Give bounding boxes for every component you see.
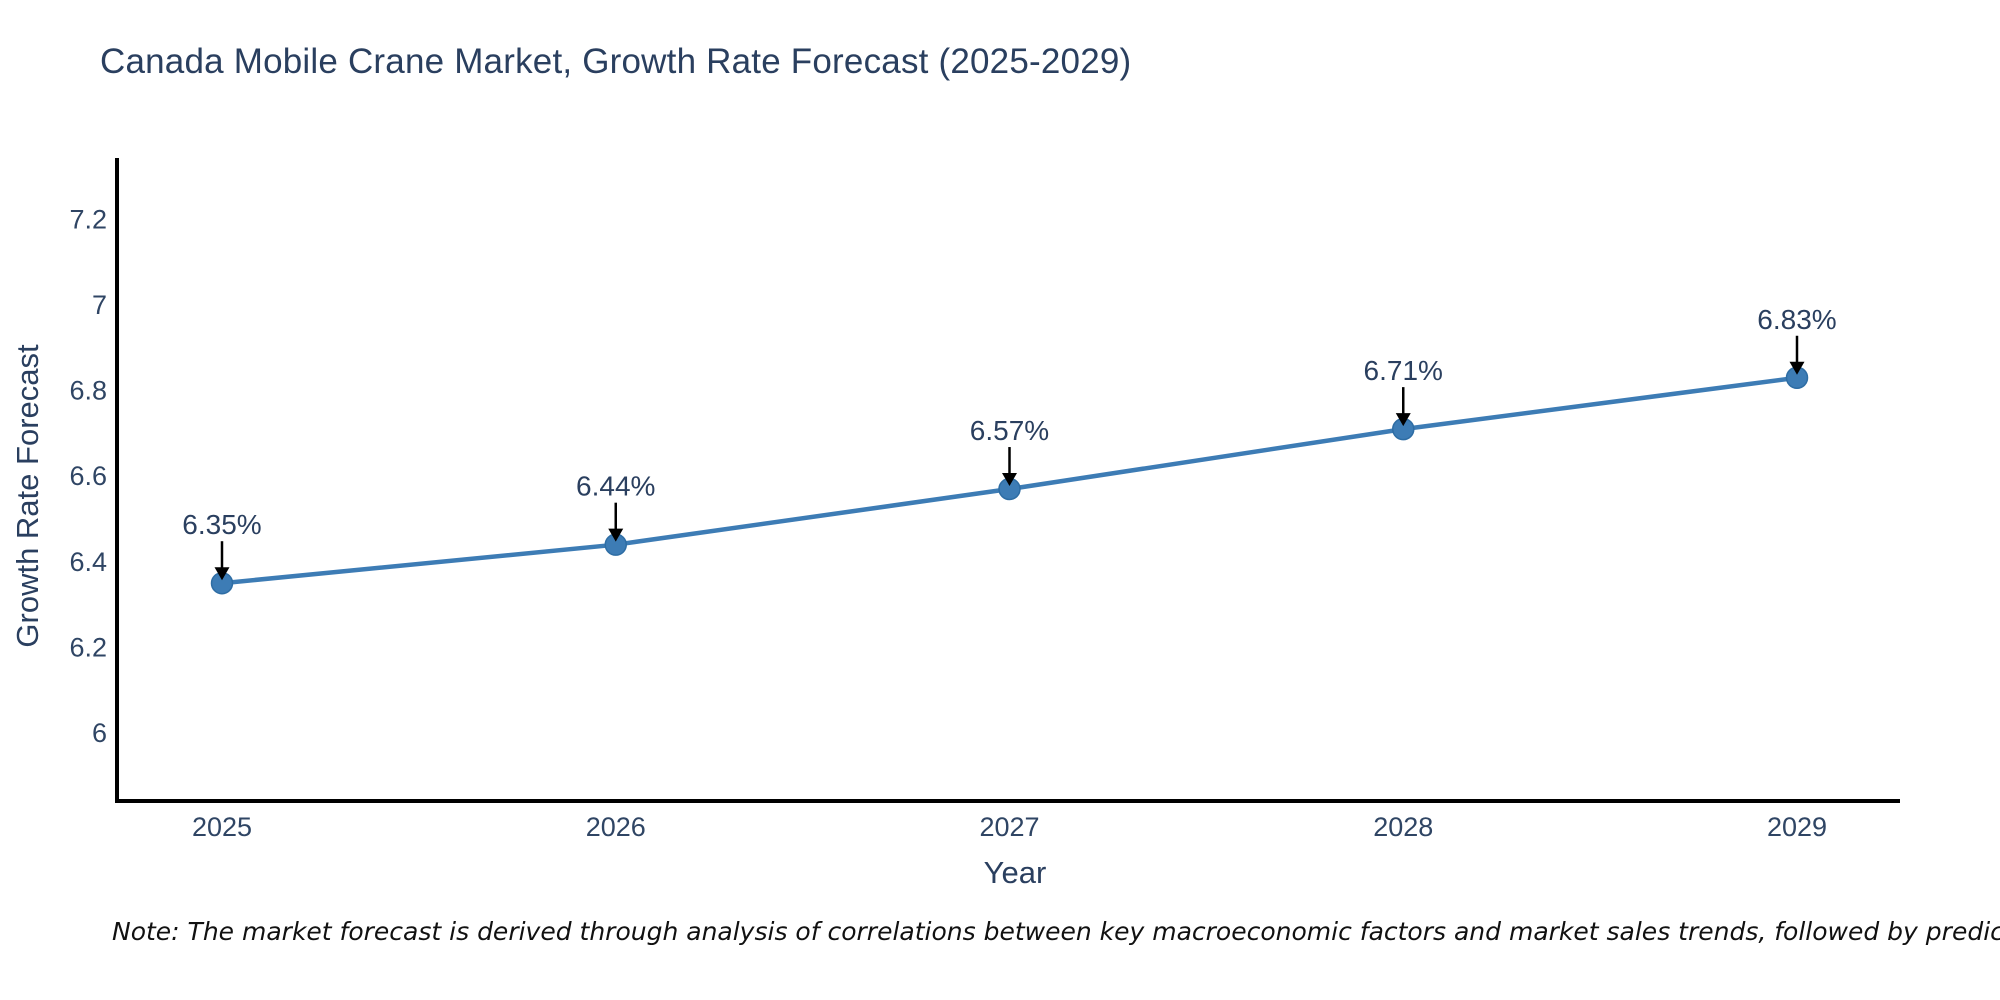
y-tick-label: 7.2 [69, 204, 107, 234]
point-annotation-label: 6.35% [182, 509, 261, 540]
y-tick-label: 7 [92, 290, 107, 320]
x-tick-label: 2028 [1373, 812, 1433, 842]
y-tick-label: 6.2 [69, 632, 107, 662]
annotation-arrow-head [214, 567, 230, 581]
x-tick-label: 2029 [1767, 812, 1827, 842]
annotation-arrow-head [608, 528, 624, 542]
y-tick-label: 6.4 [69, 547, 107, 577]
y-tick-label: 6 [92, 718, 107, 748]
y-axis-title: Growth Rate Forecast [10, 344, 45, 648]
chart-title: Canada Mobile Crane Market, Growth Rate … [100, 42, 1132, 81]
y-tick-label: 6.6 [69, 461, 107, 491]
y-tick-label: 6.8 [69, 376, 107, 406]
x-axis-title: Year [983, 855, 1047, 890]
annotation-arrow-head [1002, 473, 1017, 487]
point-annotation-label: 6.44% [576, 471, 655, 502]
point-annotation-label: 6.83% [1757, 304, 1836, 335]
footnote: Note: The market forecast is derived thr… [112, 917, 2000, 946]
x-tick-label: 2025 [192, 812, 252, 842]
annotation-arrow-head [1789, 361, 1805, 375]
annotation-arrow-head [1395, 413, 1411, 427]
point-annotation-label: 6.57% [970, 415, 1049, 446]
point-annotation-label: 6.71% [1364, 355, 1443, 386]
x-tick-label: 2026 [586, 812, 646, 842]
x-tick-label: 2027 [979, 812, 1039, 842]
